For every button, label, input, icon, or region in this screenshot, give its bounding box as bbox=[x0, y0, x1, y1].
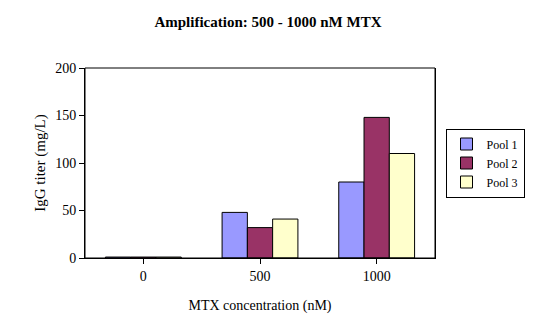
svg-text:Pool 2: Pool 2 bbox=[487, 157, 518, 171]
svg-text:50: 50 bbox=[62, 203, 76, 218]
svg-text:MTX concentration (nM): MTX concentration (nM) bbox=[188, 298, 331, 314]
svg-text:100: 100 bbox=[55, 156, 76, 171]
svg-text:IgG titer (mg/L): IgG titer (mg/L) bbox=[32, 114, 49, 211]
svg-text:Pool 3: Pool 3 bbox=[487, 176, 518, 190]
svg-text:Amplification: 500 - 1000 nM M: Amplification: 500 - 1000 nM MTX bbox=[154, 14, 381, 30]
svg-text:Pool 1: Pool 1 bbox=[487, 138, 518, 152]
svg-text:0: 0 bbox=[69, 251, 76, 266]
svg-text:1000: 1000 bbox=[363, 269, 391, 284]
svg-text:0: 0 bbox=[140, 269, 147, 284]
svg-text:150: 150 bbox=[55, 108, 76, 123]
svg-text:500: 500 bbox=[250, 269, 271, 284]
svg-text:200: 200 bbox=[55, 61, 76, 76]
